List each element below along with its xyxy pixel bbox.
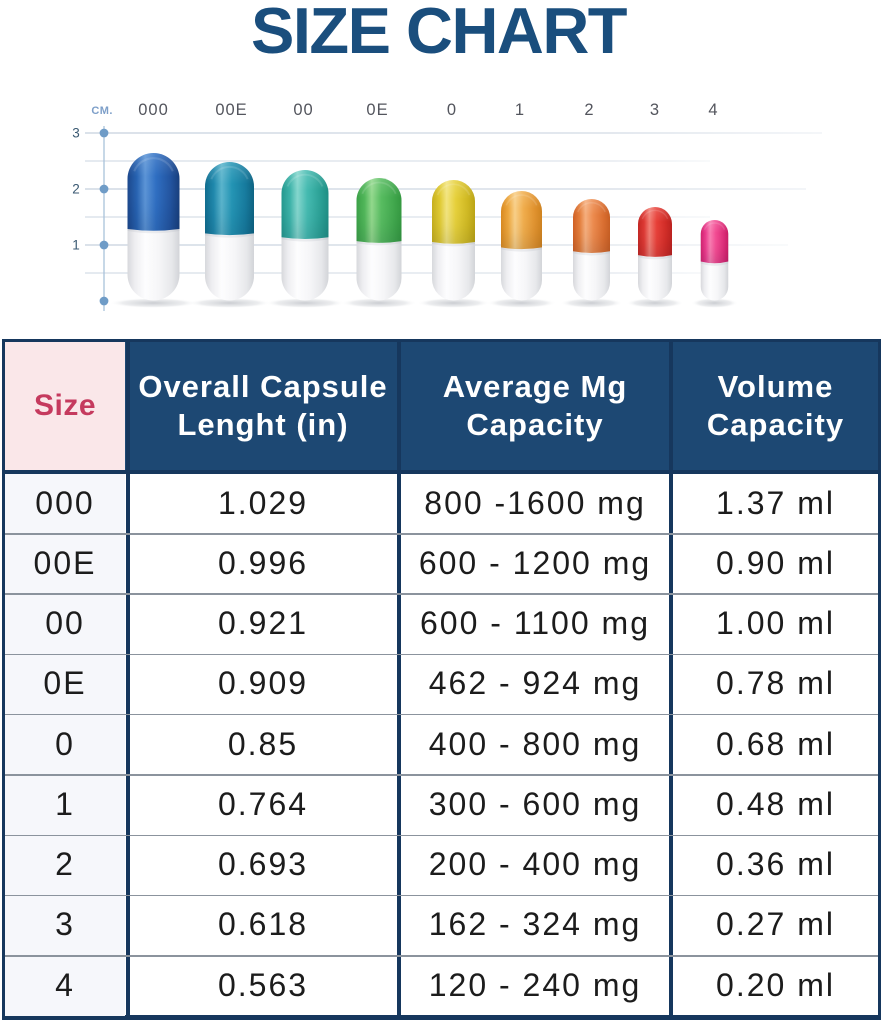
- svg-text:2: 2: [72, 182, 80, 197]
- svg-text:00: 00: [293, 101, 313, 119]
- svg-text:1: 1: [515, 101, 525, 119]
- svg-text:3: 3: [72, 126, 80, 141]
- svg-text:3: 3: [650, 101, 660, 119]
- svg-text:CM.: CM.: [91, 105, 113, 117]
- svg-text:1: 1: [72, 238, 80, 253]
- svg-text:00E: 00E: [215, 101, 247, 119]
- svg-text:0: 0: [447, 101, 457, 119]
- svg-text:2: 2: [584, 101, 594, 119]
- svg-text:0E: 0E: [366, 101, 388, 119]
- svg-text:000: 000: [138, 101, 169, 119]
- svg-text:4: 4: [708, 101, 718, 119]
